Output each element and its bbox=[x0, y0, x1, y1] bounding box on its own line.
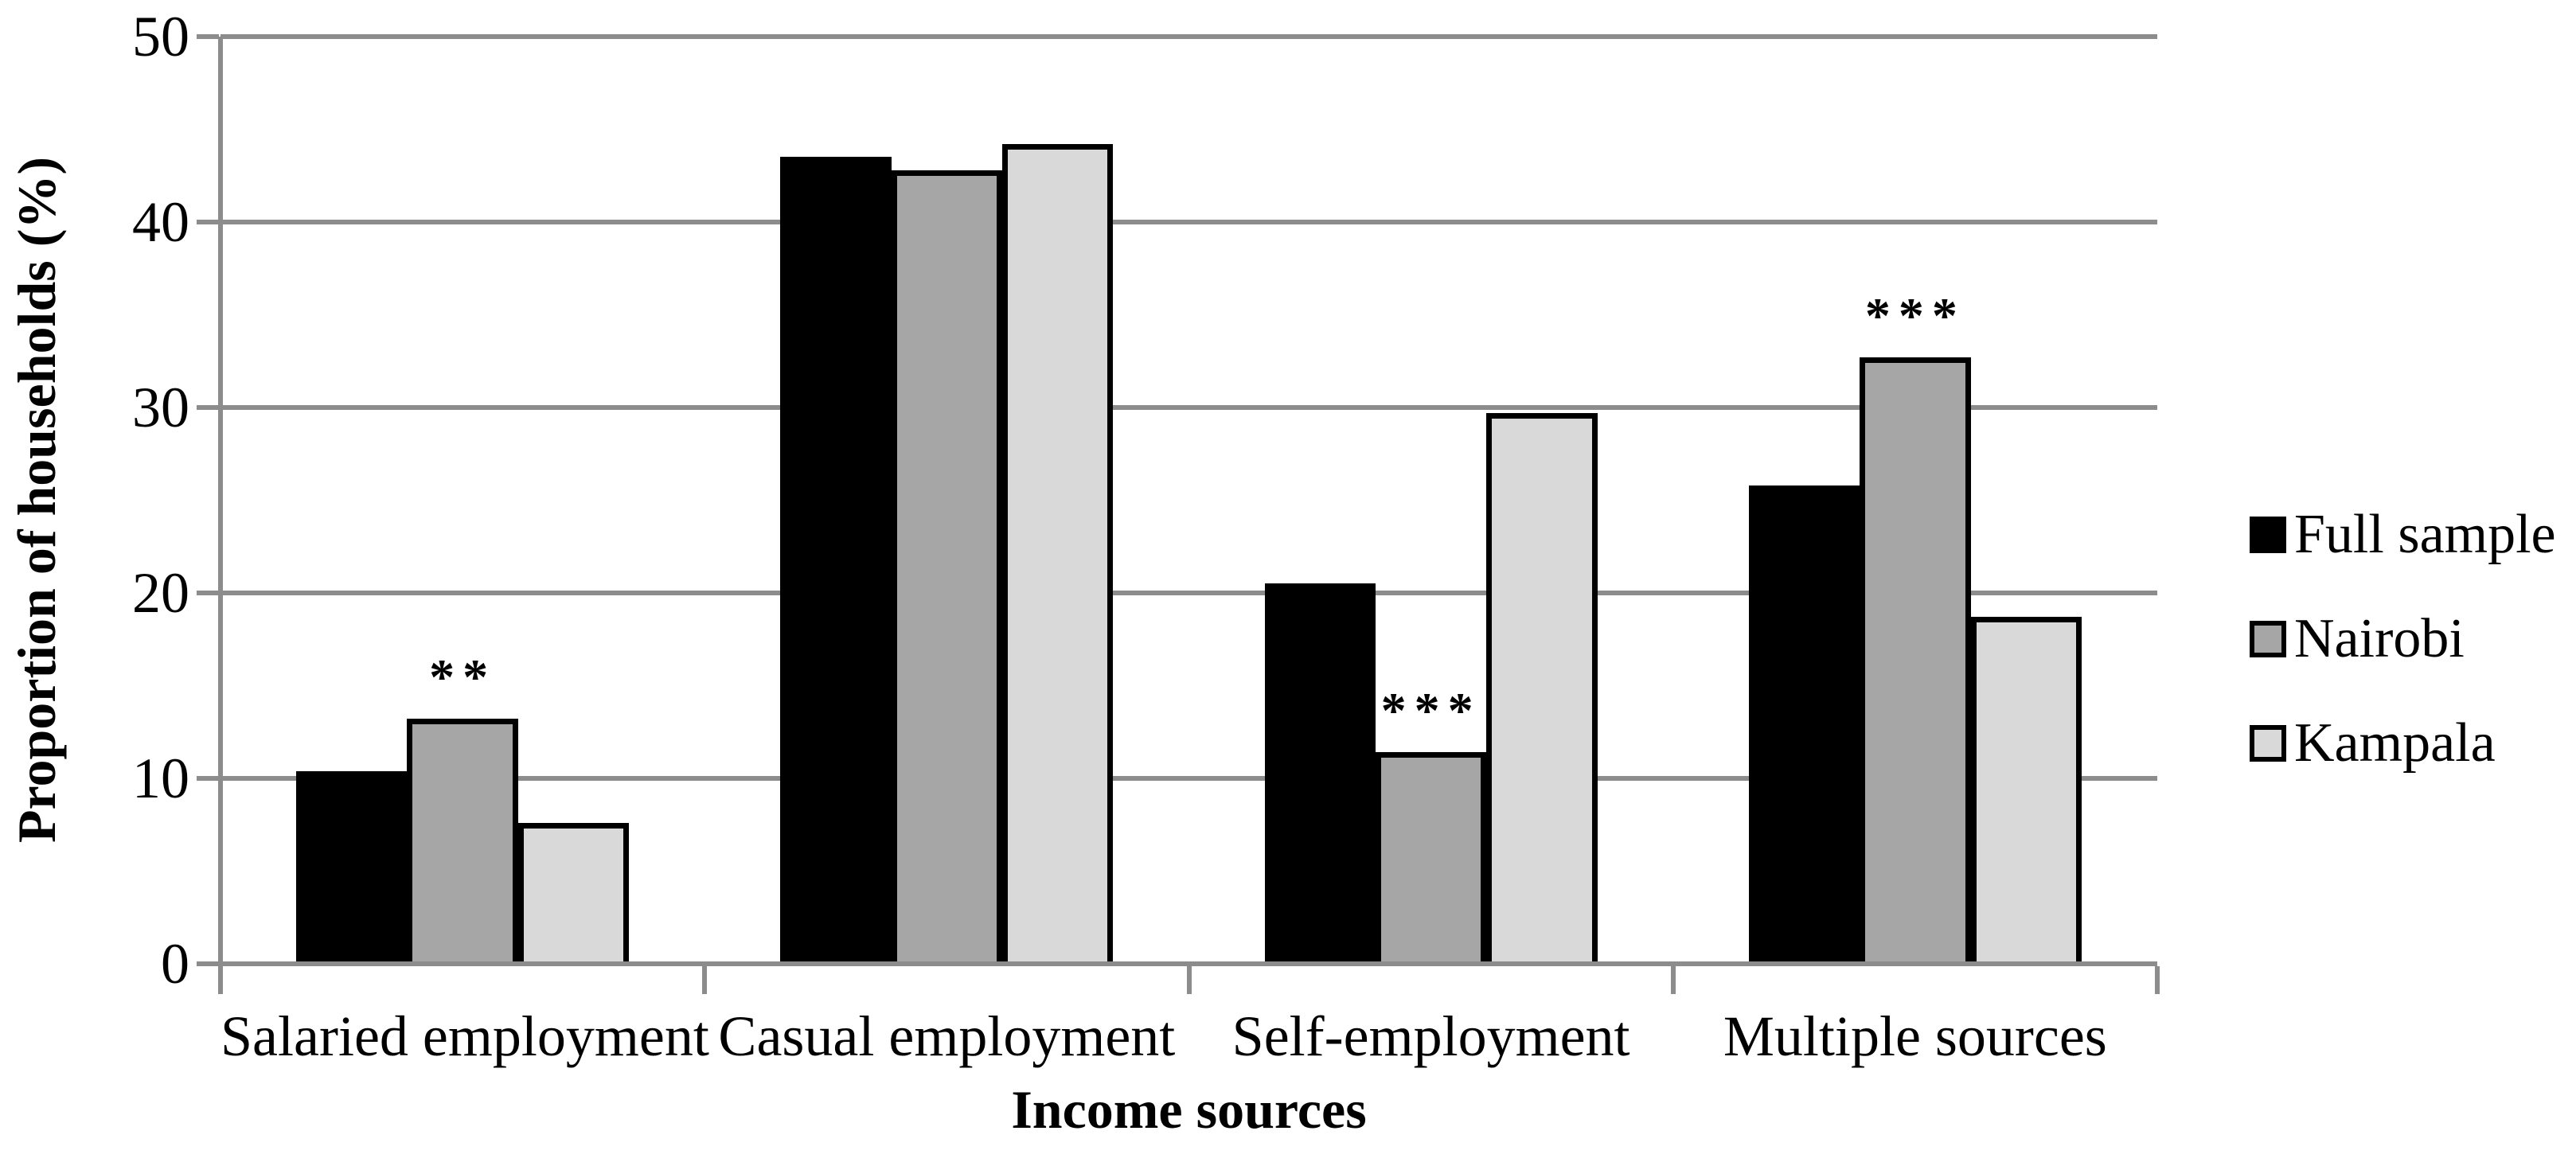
bar-kampala-self-employment bbox=[1486, 413, 1598, 964]
category-boundary-tick-4 bbox=[2155, 966, 2160, 994]
x-category-label-salaried-employment: Salaried employment bbox=[221, 1004, 709, 1068]
x-axis-line bbox=[221, 961, 2157, 966]
y-tick-mark-40 bbox=[197, 220, 219, 224]
y-tick-label-30: 30 bbox=[132, 376, 189, 439]
category-slot-casual-employment bbox=[704, 37, 1188, 964]
category-slot-salaried-employment bbox=[221, 37, 704, 964]
bar-group-casual-employment bbox=[780, 37, 1114, 964]
y-tick-label-50: 50 bbox=[132, 5, 189, 68]
significance-marker-self-employment: *** bbox=[1380, 682, 1481, 739]
legend-item-nairobi: Nairobi bbox=[2250, 610, 2465, 668]
y-tick-mark-0 bbox=[197, 961, 219, 966]
category-slot-multiple-sources bbox=[1673, 37, 2157, 964]
bar-full-sample-casual-employment bbox=[780, 157, 892, 964]
legend-swatch-kampala bbox=[2250, 725, 2286, 762]
bar-group-salaried-employment bbox=[296, 37, 630, 964]
gridline-30 bbox=[221, 405, 2157, 410]
bar-kampala-salaried-employment bbox=[517, 822, 630, 964]
y-tick-label-0: 0 bbox=[161, 932, 189, 996]
bar-full-sample-multiple-sources bbox=[1748, 485, 1860, 964]
bar-kampala-casual-employment bbox=[1002, 144, 1114, 964]
legend-label-kampala: Kampala bbox=[2294, 712, 2496, 774]
y-tick-label-10: 10 bbox=[132, 747, 189, 810]
bar-kampala-multiple-sources bbox=[1970, 617, 2082, 964]
legend-swatch-full-sample bbox=[2250, 517, 2286, 553]
significance-marker-multiple-sources: *** bbox=[1864, 287, 1965, 345]
bar-nairobi-multiple-sources bbox=[1860, 357, 1971, 964]
bar-nairobi-salaried-employment bbox=[407, 719, 518, 964]
category-slot-self-employment bbox=[1189, 37, 1673, 964]
gridline-50 bbox=[221, 34, 2157, 39]
y-tick-mark-30 bbox=[197, 405, 219, 410]
bar-group-multiple-sources bbox=[1748, 37, 2082, 964]
significance-marker-salaried-employment: ** bbox=[429, 649, 497, 706]
bar-nairobi-casual-employment bbox=[891, 170, 1002, 964]
legend-label-full-sample: Full sample bbox=[2294, 504, 2556, 565]
y-tick-label-20: 20 bbox=[132, 561, 189, 625]
bar-nairobi-self-employment bbox=[1375, 752, 1487, 964]
y-tick-mark-10 bbox=[197, 776, 219, 781]
x-category-label-self-employment: Self-employment bbox=[1231, 1004, 1630, 1068]
gridline-10 bbox=[221, 776, 2157, 781]
x-category-label-multiple-sources: Multiple sources bbox=[1723, 1004, 2107, 1068]
y-axis-line bbox=[218, 37, 223, 989]
bar-full-sample-self-employment bbox=[1264, 583, 1376, 964]
gridline-40 bbox=[221, 220, 2157, 224]
y-tick-mark-20 bbox=[197, 591, 219, 595]
legend-label-nairobi: Nairobi bbox=[2294, 608, 2465, 669]
x-axis-title: Income sources bbox=[1011, 1079, 1367, 1140]
x-category-label-casual-employment: Casual employment bbox=[718, 1004, 1176, 1068]
legend-item-full-sample: Full sample bbox=[2250, 506, 2556, 563]
bar-full-sample-salaried-employment bbox=[296, 770, 408, 964]
bar-group-self-employment bbox=[1264, 37, 1598, 964]
y-tick-mark-50 bbox=[197, 34, 219, 39]
y-tick-label-40: 40 bbox=[132, 190, 189, 254]
gridline-20 bbox=[221, 591, 2157, 595]
category-boundary-tick-2 bbox=[1186, 966, 1192, 994]
y-axis-title: Proportion of households (%) bbox=[6, 156, 67, 844]
legend-item-kampala: Kampala bbox=[2250, 715, 2496, 772]
plot-area: ** *** *** bbox=[197, 34, 2160, 994]
legend-swatch-nairobi bbox=[2250, 621, 2286, 657]
category-boundary-tick-1 bbox=[702, 966, 708, 994]
category-boundary-tick-3 bbox=[1670, 966, 1676, 994]
